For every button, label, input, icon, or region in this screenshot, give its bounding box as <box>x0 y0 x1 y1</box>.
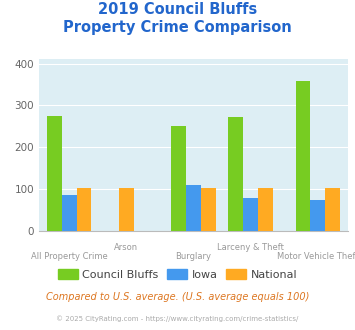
Text: All Property Crime: All Property Crime <box>31 252 108 261</box>
Text: Property Crime Comparison: Property Crime Comparison <box>63 20 292 35</box>
Text: 2019 Council Bluffs: 2019 Council Bluffs <box>98 2 257 16</box>
Bar <box>228 117 243 231</box>
Bar <box>171 126 186 231</box>
Bar <box>47 116 62 231</box>
Text: Motor Vehicle Theft: Motor Vehicle Theft <box>277 252 355 261</box>
Text: © 2025 CityRating.com - https://www.cityrating.com/crime-statistics/: © 2025 CityRating.com - https://www.city… <box>56 315 299 322</box>
Bar <box>243 198 258 231</box>
Text: Larceny & Theft: Larceny & Theft <box>217 243 284 251</box>
Bar <box>295 81 310 231</box>
Text: Compared to U.S. average. (U.S. average equals 100): Compared to U.S. average. (U.S. average … <box>46 292 309 302</box>
Bar <box>325 188 340 231</box>
Bar <box>62 195 77 231</box>
Bar <box>186 185 201 231</box>
Bar <box>258 188 273 231</box>
Bar <box>310 200 325 231</box>
Legend: Council Bluffs, Iowa, National: Council Bluffs, Iowa, National <box>53 265 302 284</box>
Text: Burglary: Burglary <box>175 252 212 261</box>
Bar <box>201 188 215 231</box>
Text: Arson: Arson <box>114 243 138 251</box>
Bar <box>77 188 92 231</box>
Bar <box>119 188 134 231</box>
